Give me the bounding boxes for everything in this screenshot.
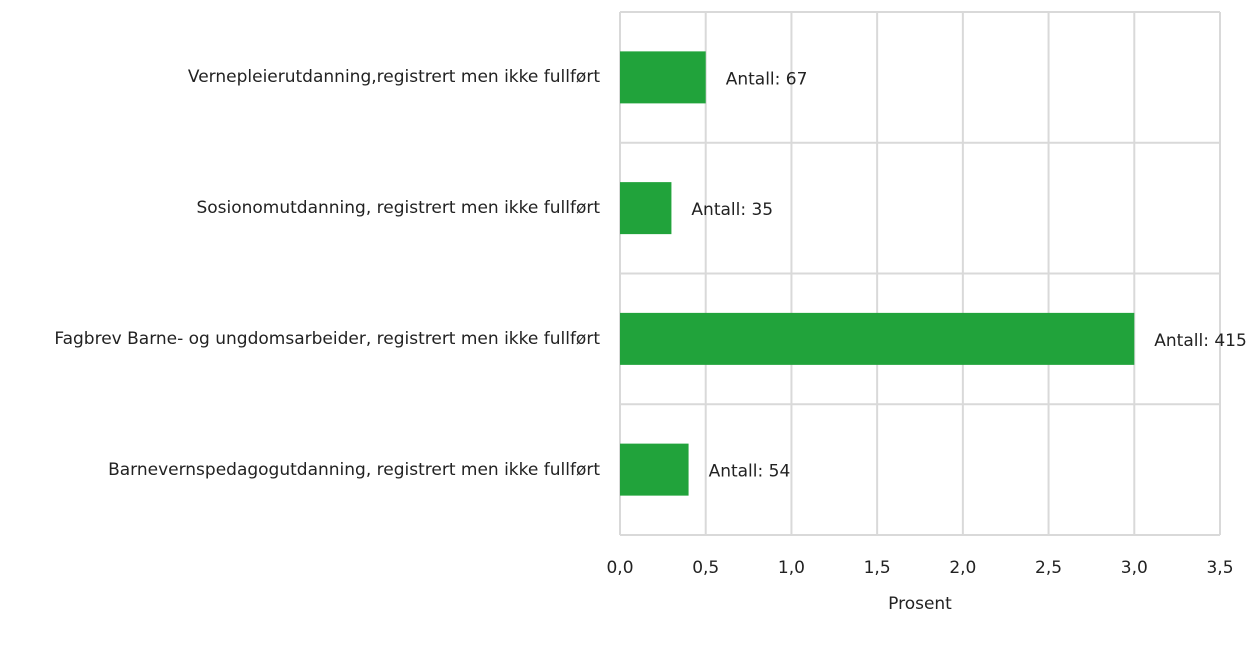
- category-label: Sosionomutdanning, registrert men ikke f…: [0, 195, 600, 221]
- x-tick-label: 3,0: [1121, 558, 1148, 578]
- x-tick-label: 1,0: [778, 558, 805, 578]
- x-tick-label: 0,0: [606, 558, 633, 578]
- x-axis-label: Prosent: [888, 594, 952, 614]
- bar: [620, 443, 689, 496]
- x-tick-label: 0,5: [692, 558, 719, 578]
- bar: [620, 312, 1135, 365]
- category-text: Fagbrev Barne- og ungdomsarbeider, regis…: [54, 328, 600, 349]
- category-text: Barnevernspedagogutdanning, registrert m…: [108, 459, 600, 480]
- bar-label: Antall: 35: [691, 200, 773, 220]
- category-text: Vernepleierutdanning,registrert men ikke…: [187, 67, 600, 88]
- bar: [620, 51, 706, 104]
- x-tick-label: 3,5: [1206, 558, 1233, 578]
- bar-label: Antall: 54: [709, 462, 791, 482]
- category-label: Vernepleierutdanning,registrert men ikke…: [0, 64, 600, 90]
- bar-label: Antall: 67: [726, 69, 808, 89]
- bar-label: Antall: 415: [1154, 331, 1247, 351]
- x-tick-label: 2,5: [1035, 558, 1062, 578]
- category-label: Fagbrev Barne- og ungdomsarbeider, regis…: [0, 326, 600, 352]
- x-tick-label: 2,0: [949, 558, 976, 578]
- x-tick-label: 1,5: [864, 558, 891, 578]
- category-text: Sosionomutdanning, registrert men ikke f…: [196, 198, 600, 219]
- category-label: Barnevernspedagogutdanning, registrert m…: [0, 457, 600, 483]
- bar: [620, 182, 672, 235]
